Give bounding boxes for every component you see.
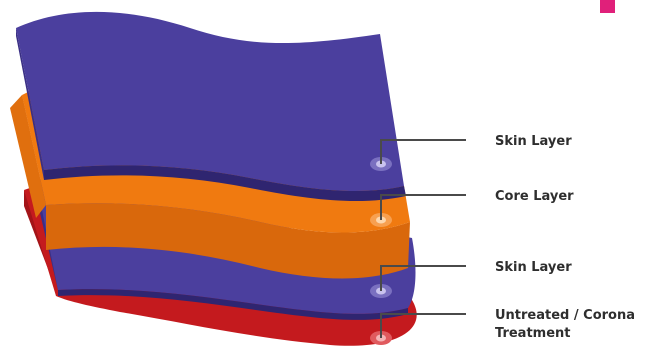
top-skin-layer <box>16 11 406 202</box>
label-skin-layer-bottom: Skin Layer <box>495 260 572 275</box>
label-treatment-line-2: Treatment <box>495 326 571 341</box>
label-core-layer: Core Layer <box>495 189 574 204</box>
accent-square <box>600 0 615 13</box>
leader-line-skin-top <box>380 139 466 164</box>
leader-line-core <box>380 194 466 220</box>
label-skin-layer-top: Skin Layer <box>495 134 572 149</box>
leader-line-treatment <box>380 313 466 338</box>
label-treatment-line-1: Untreated / Corona <box>495 308 635 323</box>
leader-line-skin-bottom <box>380 265 466 291</box>
